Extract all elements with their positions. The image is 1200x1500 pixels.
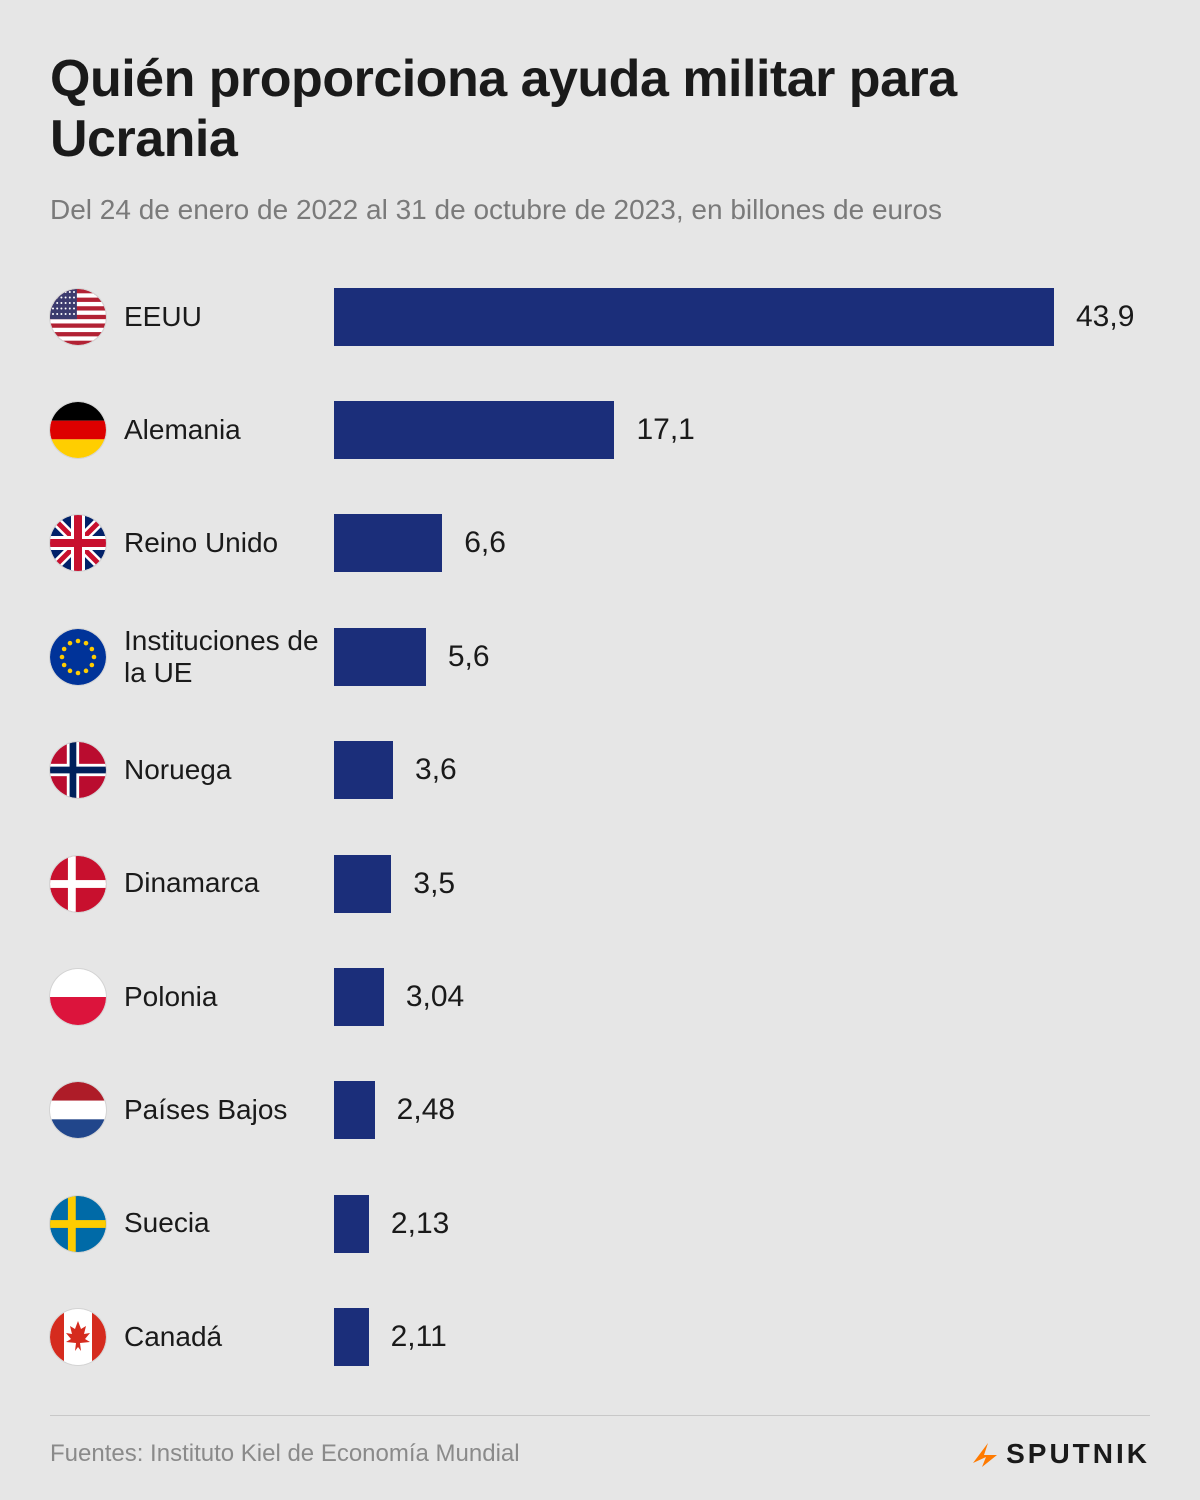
flag-icon [50, 742, 106, 798]
bar-chart: EEUU 43,9 Alemania 17,1 Reino Unido 6,6 … [50, 269, 1150, 1385]
bar [334, 741, 393, 799]
flag-icon [50, 969, 106, 1025]
bar [334, 401, 614, 459]
bar-value: 17,1 [636, 413, 694, 447]
flag-icon [50, 1082, 106, 1138]
bar-value: 2,13 [391, 1207, 449, 1241]
bar-row: Noruega 3,6 [50, 722, 1150, 818]
country-label: Dinamarca [124, 867, 334, 899]
bar-row: Dinamarca 3,5 [50, 836, 1150, 932]
bar [334, 855, 391, 913]
flag-icon [50, 629, 106, 685]
flag-icon [50, 1309, 106, 1365]
bar-value: 3,6 [415, 753, 457, 787]
country-label: Polonia [124, 981, 334, 1013]
chart-title: Quién proporciona ayuda militar para Ucr… [50, 50, 1150, 170]
footer: Fuentes: Instituto Kiel de Economía Mund… [50, 1415, 1150, 1470]
bar-area: 2,48 [334, 1081, 1150, 1139]
bar-area: 17,1 [334, 401, 1150, 459]
bar-row: EEUU 43,9 [50, 269, 1150, 365]
bar-value: 5,6 [448, 640, 490, 674]
bar [334, 1195, 369, 1253]
bar-area: 3,04 [334, 968, 1150, 1026]
country-label: Países Bajos [124, 1094, 334, 1126]
bar [334, 1081, 375, 1139]
country-label: Noruega [124, 754, 334, 786]
bar [334, 968, 384, 1026]
country-label: EEUU [124, 301, 334, 333]
flag-icon [50, 289, 106, 345]
bar-row: Canadá 2,11 [50, 1289, 1150, 1385]
flag-icon [50, 1196, 106, 1252]
bar [334, 288, 1054, 346]
country-label: Suecia [124, 1207, 334, 1239]
bar [334, 514, 442, 572]
bar-value: 3,5 [413, 867, 455, 901]
flag-icon [50, 402, 106, 458]
country-label: Canadá [124, 1321, 334, 1353]
bar-value: 2,48 [397, 1093, 455, 1127]
chart-subtitle: Del 24 de enero de 2022 al 31 de octubre… [50, 190, 1150, 229]
publisher-logo: SPUTNIK [970, 1438, 1150, 1470]
bar-row: Suecia 2,13 [50, 1176, 1150, 1272]
bar-row: Países Bajos 2,48 [50, 1062, 1150, 1158]
country-label: Reino Unido [124, 527, 334, 559]
bar-value: 3,04 [406, 980, 464, 1014]
bar-value: 2,11 [391, 1320, 447, 1354]
bar-area: 3,5 [334, 855, 1150, 913]
bar-value: 43,9 [1076, 300, 1134, 334]
bar-area: 2,11 [334, 1308, 1150, 1366]
bar-area: 6,6 [334, 514, 1150, 572]
country-label: Alemania [124, 414, 334, 446]
bar-area: 5,6 [334, 628, 1150, 686]
bar-area: 3,6 [334, 741, 1150, 799]
bar-value: 6,6 [464, 526, 506, 560]
bar-row: Instituciones de la UE 5,6 [50, 609, 1150, 705]
bar-row: Alemania 17,1 [50, 382, 1150, 478]
bar [334, 1308, 369, 1366]
publisher-name: SPUTNIK [1006, 1438, 1150, 1470]
source-text: Fuentes: Instituto Kiel de Economía Mund… [50, 1440, 520, 1468]
bar [334, 628, 426, 686]
bar-row: Reino Unido 6,6 [50, 495, 1150, 591]
bar-row: Polonia 3,04 [50, 949, 1150, 1045]
sputnik-icon [970, 1439, 1000, 1469]
bar-area: 2,13 [334, 1195, 1150, 1253]
country-label: Instituciones de la UE [124, 625, 334, 689]
flag-icon [50, 515, 106, 571]
flag-icon [50, 856, 106, 912]
bar-area: 43,9 [334, 288, 1150, 346]
